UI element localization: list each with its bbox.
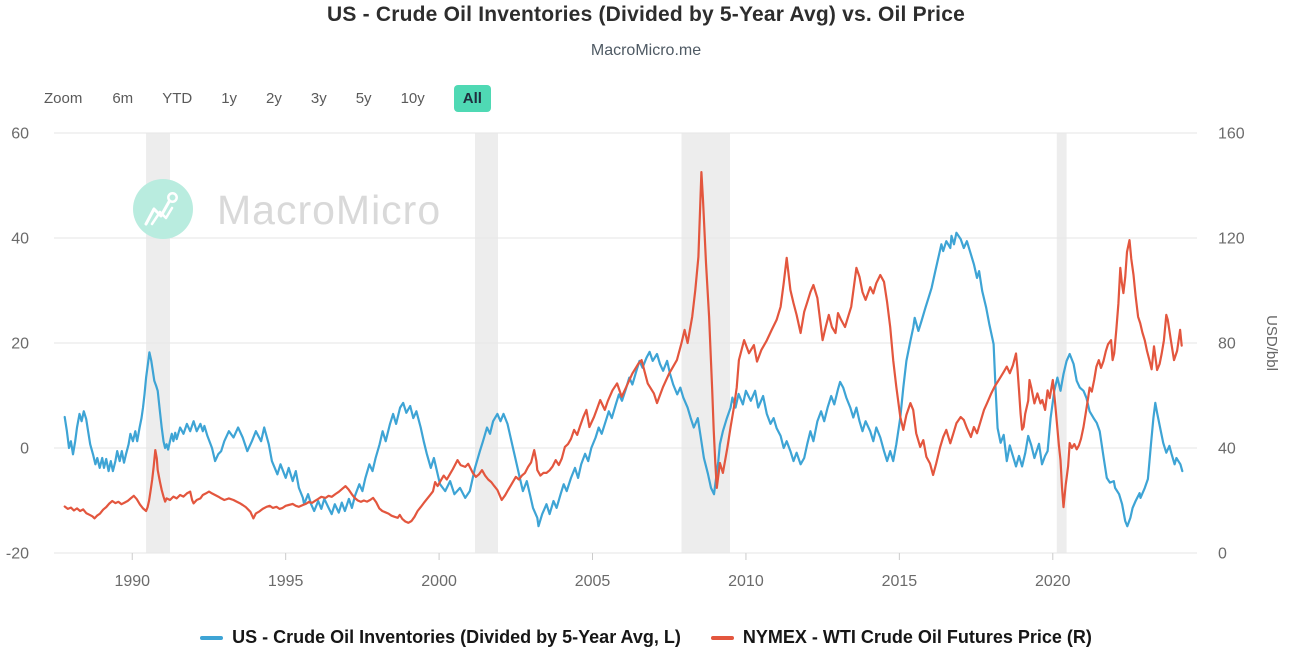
page-subtitle: MacroMicro.me — [590, 42, 702, 59]
x-axis-tick-label: 2015 — [882, 573, 918, 590]
left-axis-tick-label: 0 — [20, 441, 29, 458]
legend-swatch-wti — [710, 635, 734, 640]
range-button-ytd[interactable]: YTD — [162, 89, 193, 107]
right-axis-tick-label: 120 — [1218, 231, 1245, 248]
range-button-10y[interactable]: 10y — [400, 89, 425, 107]
x-axis-tick-label: 1995 — [268, 573, 304, 590]
plot-area[interactable] — [54, 133, 1197, 553]
left-axis-tick-label: 20 — [11, 336, 29, 353]
x-axis-tick-label: 2005 — [575, 573, 611, 590]
right-axis-tick-label: 0 — [1218, 546, 1227, 563]
range-button-6m[interactable]: 6m — [112, 89, 134, 107]
range-button-5y[interactable]: 5y — [355, 89, 372, 107]
x-axis-tick-label: 2000 — [421, 573, 457, 590]
watermark-dot-icon — [167, 192, 178, 203]
range-buttons: 6m YTD 1y 2y 3y 5y 10y All — [112, 84, 491, 112]
watermark-line-chart-icon — [144, 198, 172, 226]
right-axis-tick-label: 40 — [1218, 441, 1236, 458]
legend-label-inventories: US - Crude Oil Inventories (Divided by 5… — [232, 627, 681, 647]
left-axis-tick-label: 40 — [11, 231, 29, 248]
legend-label-wti: NYMEX - WTI Crude Oil Futures Price (R) — [742, 627, 1092, 647]
x-axis-tick-label: 2020 — [1035, 573, 1071, 590]
legend-swatch-inventories — [200, 635, 224, 640]
page-title: US - Crude Oil Inventories (Divided by 5… — [327, 3, 965, 26]
range-button-3y[interactable]: 3y — [310, 89, 327, 107]
gridlines — [54, 132, 1197, 554]
range-button-all[interactable]: All — [453, 84, 491, 112]
series-line-wti — [63, 171, 1183, 524]
left-axis-tick-label: -20 — [6, 546, 29, 563]
watermark-logo-circle — [133, 179, 193, 239]
watermark-brand-text: MacroMicro — [217, 187, 441, 233]
x-axis-tick-label: 2010 — [728, 573, 764, 590]
x-axis-tick-label: 1990 — [114, 573, 150, 590]
watermark-line-chart-icon — [150, 206, 174, 226]
series-line-inventories — [63, 231, 1184, 528]
right-axis-tick-label: 80 — [1218, 336, 1236, 353]
series-lines — [63, 171, 1184, 528]
legend-item-inventories[interactable]: US - Crude Oil Inventories (Divided by 5… — [200, 627, 681, 648]
zoom-label: Zoom — [44, 89, 83, 107]
range-selector: Zoom 6m YTD 1y 2y 3y 5y 10y All — [44, 84, 491, 112]
axis-labels: 60 160 40 120 20 80 0 40 -20 0 1990 1995 2000 2005 201… — [6, 126, 1245, 591]
legend: US - Crude Oil Inventories (Divided by 5… — [0, 627, 1292, 648]
range-button-1y[interactable]: 1y — [221, 89, 238, 107]
right-axis-tick-label: 160 — [1218, 126, 1245, 143]
legend-item-wti[interactable]: NYMEX - WTI Crude Oil Futures Price (R) — [710, 627, 1092, 648]
range-button-2y[interactable]: 2y — [266, 89, 282, 107]
left-axis-tick-label: 60 — [11, 126, 29, 143]
watermark: MacroMicro — [133, 179, 441, 239]
right-axis-title: USD/bbl — [1263, 315, 1280, 371]
